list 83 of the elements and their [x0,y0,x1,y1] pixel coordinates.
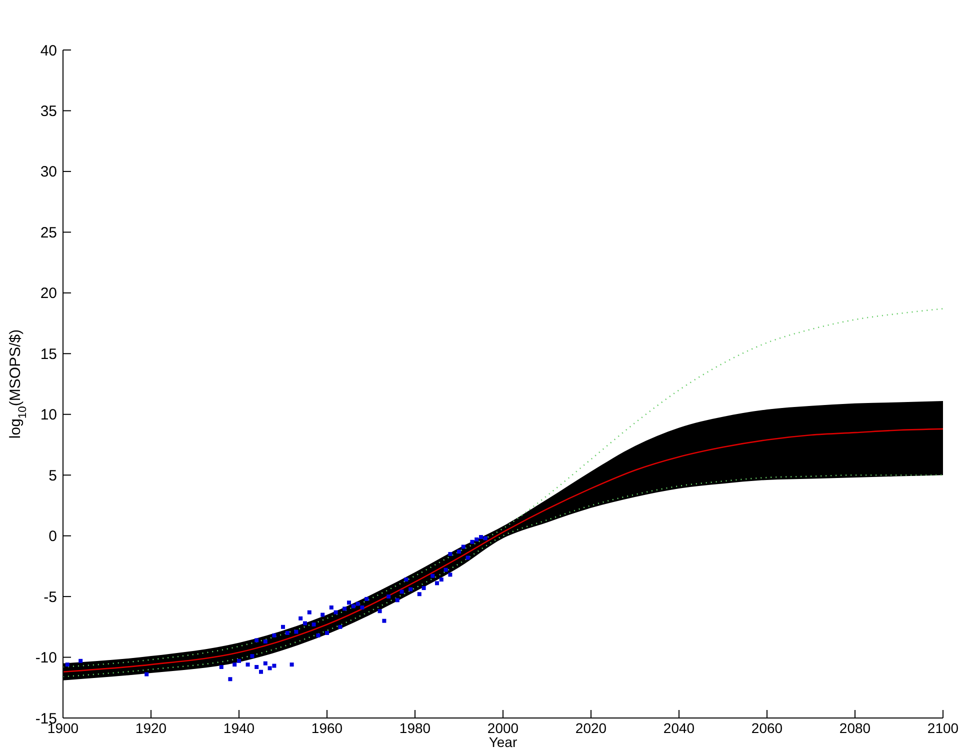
point [342,606,347,611]
point [347,600,351,605]
line-series [63,474,943,678]
point [272,664,276,668]
point [78,658,83,663]
point [483,536,488,540]
point [408,587,413,592]
point [430,574,435,578]
point [263,639,268,644]
y-tick-label: 15 [40,346,57,363]
y-tick-label: 10 [40,406,57,424]
point [448,572,452,577]
point [360,605,364,610]
point [479,535,483,540]
x-tick-label: 2040 [663,720,695,736]
point [232,662,237,667]
line-series [63,308,943,668]
point [144,672,149,676]
point [294,630,298,634]
x-tick-label: 2080 [839,720,871,736]
x-tick-label: 2020 [575,720,607,736]
point [338,624,342,629]
point [285,630,290,635]
point [65,662,70,667]
y-tick-label: -5 [44,588,57,606]
y-tick-label: 0 [48,528,57,546]
x-tick-label: 1980 [399,720,431,736]
x-axis-title: Year [488,734,518,749]
y-tick-label: 35 [40,102,57,120]
point [466,556,470,560]
x-tick-label: 1920 [135,720,167,736]
y-tick-label: 20 [40,285,57,302]
point [400,590,404,594]
y-tick-label: 25 [40,224,57,242]
point [228,677,232,682]
point [329,605,334,610]
point [417,592,422,596]
point [448,552,452,556]
point [386,594,391,599]
point [325,630,329,635]
point [268,666,272,670]
point [250,654,254,658]
point [316,633,320,638]
point [219,664,224,669]
point [404,578,408,582]
point [298,616,303,620]
point [439,578,444,582]
point [378,609,382,614]
point [312,622,316,626]
point [474,537,479,542]
point [281,624,285,629]
point [259,670,263,674]
point [254,638,259,642]
point [457,550,461,554]
y-tick-label: -10 [35,650,57,667]
x-tick-label: 2060 [751,720,783,736]
x-tick-label: 2100 [927,720,959,736]
y-tick-label: 40 [40,42,57,60]
y-tick-label: 5 [48,467,57,484]
point [320,612,325,617]
point [435,581,439,586]
point [334,610,338,614]
x-tick-label: 1960 [311,720,343,736]
y-tick-label: 30 [40,164,57,181]
point [395,598,400,602]
x-tick-label: 2000 [487,720,519,736]
point [382,618,386,623]
point [422,586,426,590]
point [263,661,268,666]
point [272,633,276,638]
point [461,544,466,549]
point [237,658,241,663]
point [351,604,356,608]
point [254,664,259,669]
point [307,610,312,614]
point [470,540,474,544]
point [246,662,250,667]
point [303,621,307,626]
point [356,602,360,606]
point [290,662,294,667]
point [364,596,369,601]
point [444,568,448,572]
x-tick-label: 1940 [223,720,255,736]
